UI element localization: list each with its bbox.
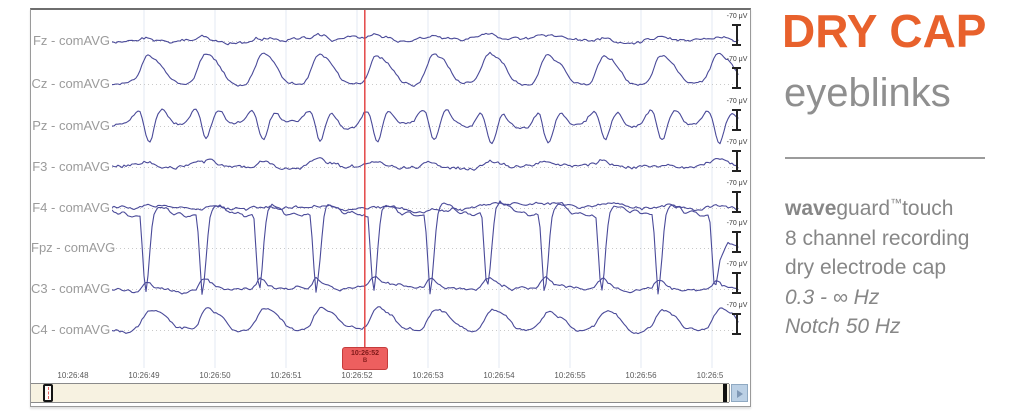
trace-F3 [111, 157, 739, 171]
trace-C4 [111, 306, 739, 335]
panel-divider [785, 157, 985, 159]
scale-bar-icon [732, 67, 741, 89]
scale-bar-icon [732, 150, 741, 172]
spec-text: ™ [890, 196, 903, 210]
scale-bar-icon [732, 313, 741, 335]
marker-bar-segment[interactable] [694, 384, 730, 402]
scale-value-label: -70 μV [726, 180, 748, 187]
spec-text: touch [902, 197, 954, 220]
trace-C3 [111, 275, 739, 295]
channel-label: Fz - comAVG [31, 33, 112, 49]
spec-list: waveguard™touch 8 channel recording dry el… [785, 194, 1020, 342]
marker-bar-segment[interactable] [242, 384, 278, 402]
eeg-plot [111, 10, 739, 368]
channel-label: Cz - comAVG [31, 76, 112, 92]
time-tick-label: 10:26:53 [412, 371, 444, 380]
spec-line: 0.3 - ∞ Hz [785, 283, 1020, 313]
marker-bar-segment[interactable] [67, 384, 103, 402]
spec-text: guard [836, 197, 891, 220]
marker-bar-segment[interactable] [522, 384, 663, 402]
spec-line: 8 channel recording [785, 224, 1020, 254]
trace-Pz [111, 108, 739, 145]
marker-bar-segment[interactable] [102, 384, 138, 402]
marker-bar-segment[interactable] [382, 384, 418, 402]
time-tick-label: 10:26:48 [57, 371, 89, 380]
time-tick-label: 10:26:52 [341, 371, 373, 380]
spec-text: 8 channel recording [785, 226, 970, 250]
marker-bar-segment[interactable] [452, 384, 488, 402]
current-page-marker[interactable] [43, 384, 53, 402]
current-position-line [48, 387, 49, 399]
marker-bar-segment[interactable] [347, 384, 383, 402]
scale-bar-icon [732, 191, 741, 213]
spec-text: wave [785, 197, 837, 220]
scale-value-label: -70 μV [726, 139, 748, 146]
marker-bar-segment[interactable] [207, 384, 243, 402]
spec-line: Notch 50 Hz [785, 312, 1020, 342]
scale-bar-icon [732, 231, 741, 253]
trace-Cz [111, 51, 739, 87]
spec-line: waveguard™touch [785, 194, 1020, 224]
channel-label: Pz - comAVG [31, 118, 112, 134]
time-tick-label: 10:26:51 [270, 371, 302, 380]
panel-subtitle: eyeblinks [784, 71, 951, 115]
scale-value-label: -70 μV [726, 56, 748, 63]
scale-value-label: -70 μV [726, 220, 748, 227]
cursor-time: 10:26:52 [350, 350, 380, 357]
nav-button[interactable] [731, 384, 748, 402]
trace-Fpz [111, 200, 739, 295]
data-end-bracket [723, 384, 727, 402]
time-tick-label: 10:26:5 [696, 371, 724, 380]
time-tick-label: 10:26:55 [554, 371, 586, 380]
marker-bar-segment[interactable] [662, 384, 695, 402]
time-tick-label: 10:26:50 [199, 371, 231, 380]
spec-text: 0.3 - ∞ Hz [785, 285, 880, 309]
scale-bar-icon [732, 109, 741, 131]
marker-bar-segment[interactable] [312, 384, 348, 402]
nav-arrow-icon [737, 390, 743, 398]
channel-label: Fpz - comAVG [31, 240, 116, 256]
cursor-marker: B [362, 358, 368, 364]
spec-text: dry electrode cap [785, 256, 947, 279]
scale-bar-icon [732, 272, 741, 294]
scale-value-label: -70 μV [726, 13, 748, 20]
scale-bar-icon [732, 24, 741, 46]
marker-bar-segment[interactable] [137, 384, 173, 402]
channel-label: C4 - comAVG [31, 322, 112, 338]
channel-label: F4 - comAVG [31, 200, 112, 216]
page-marker-bar [31, 383, 730, 403]
cursor-time-tag[interactable]: 10:26:52 B [342, 347, 388, 370]
time-tick-label: 10:26:56 [625, 371, 657, 380]
channel-label: C3 - comAVG [31, 281, 112, 297]
spec-text: Notch 50 Hz [785, 315, 901, 338]
spec-line: dry electrode cap [785, 253, 1020, 283]
scale-value-label: -70 μV [726, 98, 748, 105]
scale-value-label: -70 μV [726, 261, 748, 268]
eeg-viewer-window: Fz - comAVG Cz - comAVG Pz - comAVG F3 - co… [30, 8, 751, 407]
channel-label: F3 - comAVG [31, 159, 112, 175]
time-tick-label: 10:26:54 [483, 371, 515, 380]
marker-bar-segment[interactable] [417, 384, 453, 402]
marker-bar-segment[interactable] [277, 384, 313, 402]
marketing-panel: DRY CAP eyeblinks waveguard™touch 8 chann… [782, 0, 1022, 414]
marker-bar-segment[interactable] [172, 384, 208, 402]
panel-title: DRY CAP [782, 5, 987, 57]
trace-Fz [111, 32, 739, 46]
time-tick-label: 10:26:49 [128, 371, 160, 380]
scale-value-label: -70 μV [726, 302, 748, 309]
trace-F4 [111, 201, 739, 214]
marker-bar-segment[interactable] [487, 384, 523, 402]
